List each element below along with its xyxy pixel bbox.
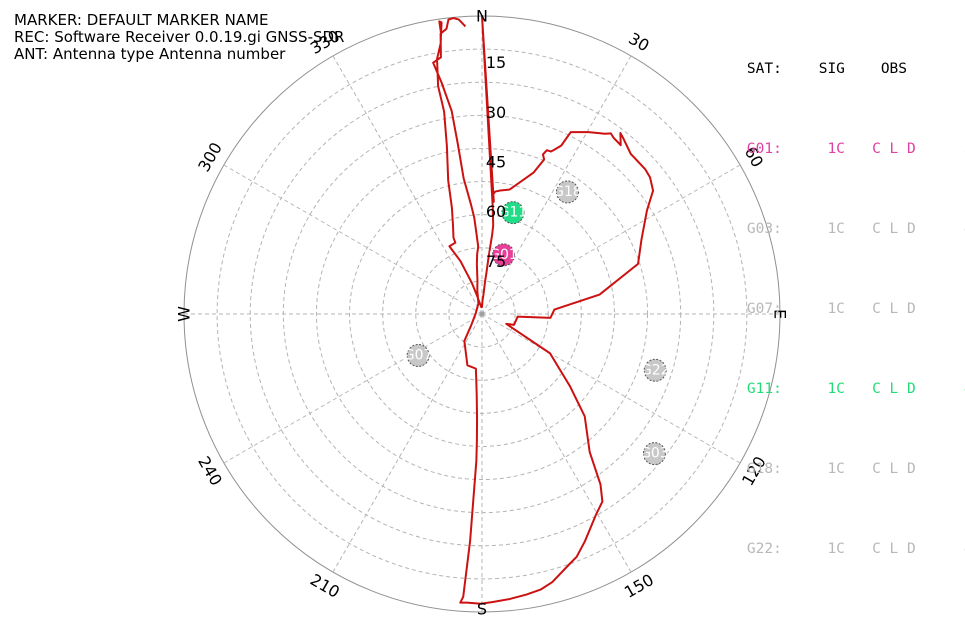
satellite-label: G11: [499, 205, 528, 221]
satellite-dot: [642, 442, 666, 466]
satellite-dot: [492, 243, 516, 267]
row-sig: 1C: [827, 141, 845, 157]
header-sat: SAT:: [746, 61, 782, 77]
elevation-label: 15: [486, 53, 506, 72]
satellite-status-table: SAT:SIGOBSCN0LLI G01:1CC L D39.20 G03:1C…: [712, 13, 965, 589]
satellite-marker: G01: [489, 243, 518, 267]
elevation-mask-line: [432, 15, 655, 605]
row-sat: G03:: [746, 221, 782, 237]
sat-table-row: G07:1CC L D50.00: [712, 285, 965, 333]
row-cn0: 49.9: [943, 381, 965, 397]
satellite-marker: G18: [553, 180, 582, 204]
sat-table-row: G18:1CC L D39.50: [712, 445, 965, 493]
satellite-marker: G03: [640, 442, 669, 466]
skyplot-grid: [183, 15, 781, 613]
zenith-dot: [479, 311, 485, 317]
row-sig: 1C: [827, 301, 845, 317]
elevation-ring: [216, 48, 748, 580]
satellite-label: G22: [641, 362, 670, 378]
row-obs: C L D: [872, 141, 916, 157]
satellite-layer: G01 G03 G07 G11 G18 G22: [404, 180, 670, 466]
sat-table-row: G11:1CC L D49.90: [712, 365, 965, 413]
satellite-marker: G07: [404, 343, 433, 367]
row-sat: G07:: [746, 301, 782, 317]
row-sig: 1C: [827, 221, 845, 237]
receiver-info-panel: MARKER: DEFAULT MARKER NAME REC: Softwar…: [14, 12, 344, 63]
west-label: W: [175, 306, 194, 322]
azimuth-spoke: [332, 313, 483, 573]
row-sat: G22:: [746, 541, 782, 557]
satellite-label: G07: [404, 347, 433, 363]
header-sig: SIG: [818, 61, 845, 77]
satellite-marker: G11: [499, 201, 528, 225]
azimuth-spoke: [223, 313, 483, 464]
row-obs: C L D: [872, 221, 916, 237]
row-cn0: 39.2: [943, 141, 965, 157]
row-sat: G11:: [746, 381, 782, 397]
elevation-label: 30: [486, 103, 506, 122]
antenna-text: ANT: Antenna type Antenna number: [14, 45, 286, 63]
row-sat: G01:: [746, 141, 782, 157]
satellite-dot: [555, 180, 579, 204]
row-cn0: 39.5: [943, 461, 965, 477]
south-label: S: [477, 600, 487, 619]
receiver-text: REC: Software Receiver 0.0.19.gi GNSS-SD…: [14, 28, 345, 46]
elevation-ring: [349, 181, 615, 447]
satellite-dot: [643, 358, 667, 382]
row-obs: C L D: [872, 301, 916, 317]
row-obs: C L D: [872, 381, 916, 397]
elevation-ring: [315, 147, 649, 481]
header-obs: OBS: [880, 61, 908, 77]
header-cn0: CN0: [943, 61, 965, 77]
elevation-mask-layer: [432, 15, 655, 605]
elevation-label: 45: [486, 153, 506, 172]
marker-name-text: MARKER: DEFAULT MARKER NAME: [14, 11, 269, 29]
elevation-ring: [448, 280, 516, 348]
azimuth-spoke: [223, 164, 483, 315]
elevation-label: 60: [486, 202, 506, 221]
row-cn0: 43.1: [943, 541, 965, 557]
north-label: N: [476, 7, 488, 26]
row-cn0: 40.5: [943, 221, 965, 237]
sat-table-row: G01:1CC L D39.20: [712, 125, 965, 173]
satellite-dot: [501, 201, 525, 225]
satellite-marker: G22: [641, 358, 670, 382]
row-obs: C L D: [872, 541, 916, 557]
azimuth-spoke: [481, 313, 741, 464]
azimuth-spoke: [481, 164, 741, 315]
east-label: E: [771, 309, 790, 319]
row-sig: 1C: [827, 541, 845, 557]
sat-table-header: SAT:SIGOBSCN0LLI: [712, 45, 965, 93]
azimuth-label: 30: [625, 29, 652, 56]
row-sig: 1C: [827, 381, 845, 397]
row-obs: C L D: [872, 461, 916, 477]
azimuth-spoke: [481, 55, 632, 315]
sat-table-row: G03:1CC L D40.50: [712, 205, 965, 253]
satellite-label: G03: [640, 446, 669, 462]
azimuth-spoke: [481, 313, 632, 573]
azimuth-spoke: [332, 55, 483, 315]
elevation-label: 75: [486, 252, 506, 271]
satellite-label: G01: [489, 247, 518, 263]
sat-table-row: G22:1CC L D43.10: [712, 525, 965, 573]
satellite-label: G18: [553, 184, 582, 200]
row-sig: 1C: [827, 461, 845, 477]
satellite-dot: [406, 343, 430, 367]
row-sat: G18:: [746, 461, 782, 477]
row-cn0: 50.0: [943, 301, 965, 317]
